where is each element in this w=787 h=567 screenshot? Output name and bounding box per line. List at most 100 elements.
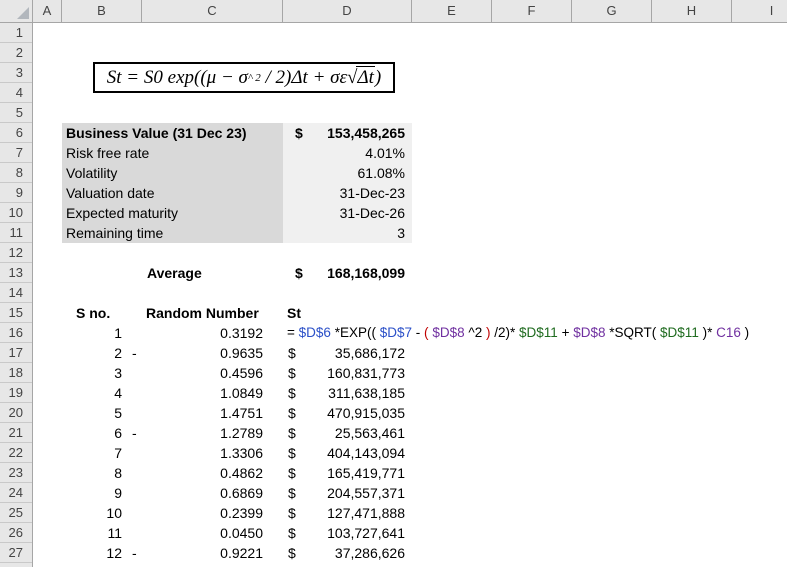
serial-number-cell[interactable]: 1 (114, 325, 122, 341)
st-value-cell[interactable]: $ 404,143,094 (283, 443, 412, 463)
row-header[interactable]: 26 (0, 523, 32, 543)
parameter-value-cell[interactable]: 4.01% (283, 143, 412, 163)
sno-column-header[interactable]: S no. (76, 305, 111, 321)
row-header[interactable]: 3 (0, 63, 32, 83)
select-all-triangle-icon (17, 7, 29, 19)
parameter-value: 3 (397, 225, 405, 241)
random-number-cell[interactable]: 0.4862 (220, 465, 263, 481)
parameter-row: Business Value (31 Dec 23) $ 153,458,265 (62, 123, 412, 143)
st-value-cell[interactable]: $ 165,419,771 (283, 463, 412, 483)
row-header[interactable]: 10 (0, 203, 32, 223)
serial-number-cell[interactable]: 2 (114, 345, 122, 361)
row-header[interactable]: 17 (0, 343, 32, 363)
parameter-label[interactable]: Expected maturity (62, 203, 283, 223)
formula-token: ) (485, 325, 491, 340)
formula-token: - (415, 325, 421, 340)
row-header[interactable]: 5 (0, 103, 32, 123)
random-number-cell[interactable]: 1.4751 (220, 405, 263, 421)
column-header[interactable]: B (62, 0, 142, 22)
currency-symbol: $ (288, 385, 296, 401)
column-header[interactable]: E (412, 0, 492, 22)
row-header[interactable]: 23 (0, 463, 32, 483)
parameter-label[interactable]: Volatility (62, 163, 283, 183)
serial-number-cell[interactable]: 11 (107, 525, 122, 541)
row-header[interactable]: 4 (0, 83, 32, 103)
st-value-cell[interactable]: $ 470,915,035 (283, 403, 412, 423)
parameter-value: 4.01% (365, 145, 405, 161)
st-value: 160,831,773 (327, 365, 405, 381)
row-header[interactable]: 7 (0, 143, 32, 163)
random-number-cell[interactable]: 1.3306 (220, 445, 263, 461)
row-header[interactable]: 8 (0, 163, 32, 183)
st-column-header[interactable]: St (287, 305, 301, 321)
parameter-label[interactable]: Remaining time (62, 223, 283, 243)
row-header[interactable]: 27 (0, 543, 32, 563)
random-number-cell[interactable]: 1.0849 (220, 385, 263, 401)
parameter-value-cell[interactable]: 3 (283, 223, 412, 243)
serial-number-cell[interactable]: 4 (114, 385, 122, 401)
row-header[interactable]: 9 (0, 183, 32, 203)
row-header[interactable]: 11 (0, 223, 32, 243)
parameter-value-cell[interactable]: 61.08% (283, 163, 412, 183)
column-header[interactable]: A (33, 0, 62, 22)
column-header[interactable]: F (492, 0, 572, 22)
random-number-cell[interactable]: 0.3192 (220, 325, 263, 341)
st-value-cell[interactable]: $ 127,471,888 (283, 503, 412, 523)
parameter-value-cell[interactable]: 31-Dec-23 (283, 183, 412, 203)
st-value-cell[interactable]: $ 35,686,172 (283, 343, 412, 363)
equation-text: St = S0 exp((μ − σ (106, 66, 248, 88)
serial-number-cell[interactable]: 9 (114, 485, 122, 501)
row-header[interactable]: 13 (0, 263, 32, 283)
st-value-cell[interactable]: $ 37,286,626 (283, 543, 412, 563)
cell-formula-text[interactable]: = $D$6 *EXP(( $D$7 - ( $D$8 ^2 ) /2)* $D… (287, 323, 749, 343)
column-header[interactable]: H (652, 0, 732, 22)
row-header[interactable]: 14 (0, 283, 32, 303)
row-header[interactable]: 2 (0, 43, 32, 63)
serial-number-cell[interactable]: 8 (114, 465, 122, 481)
st-value-cell[interactable]: $ 25,563,461 (283, 423, 412, 443)
st-value-cell[interactable]: $ 103,727,641 (283, 523, 412, 543)
row-header[interactable]: 24 (0, 483, 32, 503)
row-header[interactable]: 12 (0, 243, 32, 263)
st-value-cell[interactable]: $ 204,557,371 (283, 483, 412, 503)
serial-number-cell[interactable]: 6 (114, 425, 122, 441)
row-header[interactable]: 15 (0, 303, 32, 323)
random-number-column-header[interactable]: Random Number (146, 305, 259, 321)
st-value-cell[interactable]: $ 160,831,773 (283, 363, 412, 383)
parameter-label[interactable]: Business Value (31 Dec 23) (62, 123, 283, 143)
random-number-cell[interactable]: 0.9635 (220, 345, 263, 361)
random-number-cell[interactable]: 0.4596 (220, 365, 263, 381)
parameter-value-cell[interactable]: $ 153,458,265 (283, 123, 412, 143)
random-number-cell[interactable]: 0.0450 (220, 525, 263, 541)
row-header[interactable]: 18 (0, 363, 32, 383)
row-header[interactable]: 20 (0, 403, 32, 423)
serial-number-cell[interactable]: 10 (106, 505, 122, 521)
random-number-cell[interactable]: 1.2789 (220, 425, 263, 441)
serial-number-cell[interactable]: 3 (114, 365, 122, 381)
row-header[interactable]: 1 (0, 23, 32, 43)
row-header[interactable]: 16 (0, 323, 32, 343)
column-header[interactable]: G (572, 0, 652, 22)
random-number-cell[interactable]: 0.6869 (220, 485, 263, 501)
column-header[interactable]: D (283, 0, 412, 22)
row-header[interactable]: 25 (0, 503, 32, 523)
parameter-label[interactable]: Valuation date (62, 183, 283, 203)
parameter-label[interactable]: Risk free rate (62, 143, 283, 163)
st-value-cell[interactable]: $ 311,638,185 (283, 383, 412, 403)
st-value: 103,727,641 (327, 525, 405, 541)
serial-number-cell[interactable]: 7 (114, 445, 122, 461)
random-number-cell[interactable]: 0.9221 (220, 545, 263, 561)
row-header[interactable]: 19 (0, 383, 32, 403)
serial-number-cell[interactable]: 12 (106, 545, 122, 561)
column-header[interactable]: I (732, 0, 787, 22)
row-header[interactable]: 6 (0, 123, 32, 143)
serial-number-cell[interactable]: 5 (114, 405, 122, 421)
column-header[interactable]: C (142, 0, 283, 22)
select-all-button[interactable] (0, 0, 33, 22)
row-header[interactable]: 21 (0, 423, 32, 443)
row-header[interactable]: 22 (0, 443, 32, 463)
average-label[interactable]: Average (147, 265, 202, 281)
random-number-cell[interactable]: 0.2399 (220, 505, 263, 521)
average-value-cell[interactable]: $ 168,168,099 (283, 263, 412, 283)
parameter-value-cell[interactable]: 31-Dec-26 (283, 203, 412, 223)
